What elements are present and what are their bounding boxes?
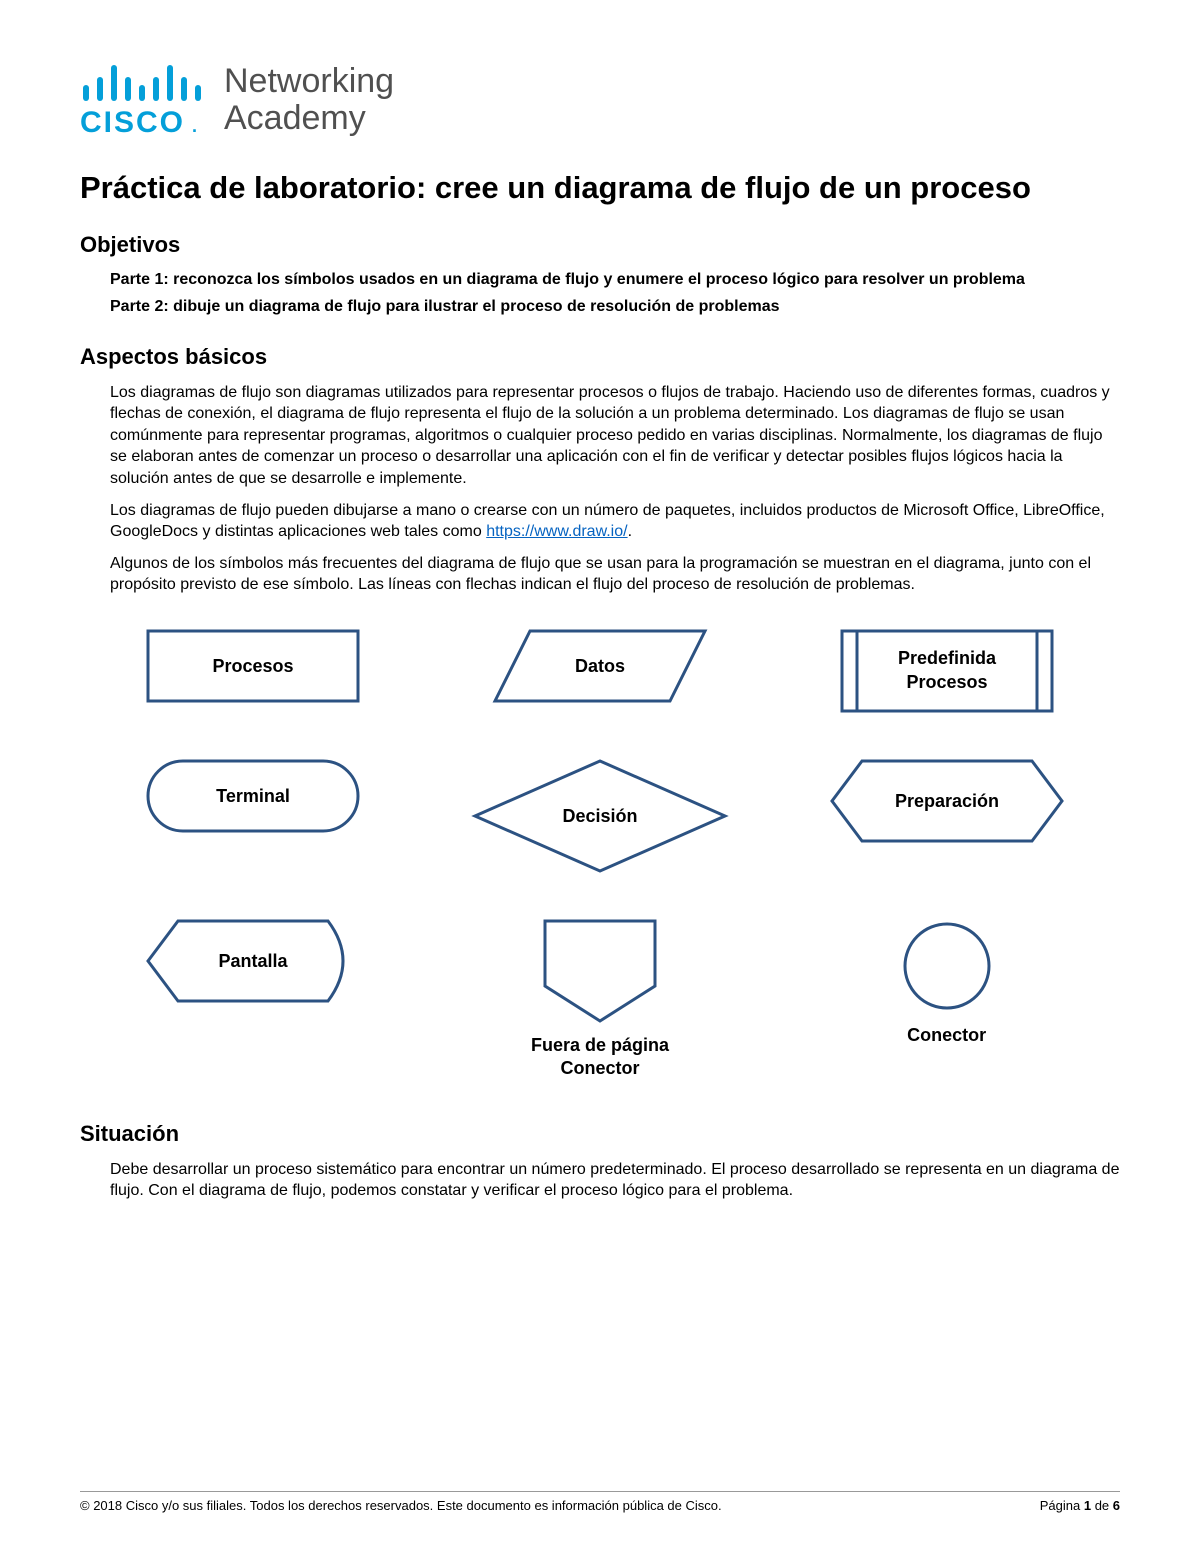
symbol-offpage-connector: Fuera de página Conector: [450, 916, 750, 1081]
symbol-process: Procesos: [103, 626, 403, 706]
svg-text:Procesos: Procesos: [213, 656, 294, 676]
symbol-data: Datos: [450, 626, 750, 706]
svg-text:Predefinida: Predefinida: [898, 648, 997, 668]
offpage-label: Fuera de página Conector: [531, 1034, 669, 1081]
svg-text:CISCO: CISCO: [80, 106, 185, 139]
symbol-terminal: Terminal: [103, 756, 403, 836]
objectives-part2: Parte 2: dibuje un diagrama de flujo par…: [110, 297, 1120, 318]
symbol-predefined-process: Predefinida Procesos: [797, 626, 1097, 716]
situation-heading: Situación: [80, 1121, 1120, 1147]
svg-text:Procesos: Procesos: [906, 672, 987, 692]
svg-text:Preparación: Preparación: [895, 791, 999, 811]
page-footer: © 2018 Cisco y/o sus filiales. Todos los…: [80, 1491, 1120, 1513]
cisco-logo-icon: CISCO .: [80, 60, 210, 140]
basics-para2: Los diagramas de flujo pueden dibujarse …: [110, 500, 1120, 543]
page: CISCO . Networking Academy Práctica de l…: [0, 0, 1200, 1553]
footer-page: Página 1 de 6: [1040, 1498, 1120, 1513]
svg-text:.: .: [192, 116, 197, 136]
svg-text:Terminal: Terminal: [216, 786, 290, 806]
svg-text:Datos: Datos: [575, 656, 625, 676]
situation-para: Debe desarrollar un proceso sistemático …: [110, 1159, 1120, 1202]
flowchart-symbols: Procesos Datos Predefinida Procesos: [80, 626, 1120, 1081]
connector-label: Conector: [907, 1024, 986, 1047]
objectives-part1: Parte 1: reconozca los símbolos usados e…: [110, 270, 1120, 291]
symbol-connector: Conector: [797, 916, 1097, 1047]
symbol-decision: Decisión: [450, 756, 750, 876]
symbol-display: Pantalla: [103, 916, 403, 1006]
basics-heading: Aspectos básicos: [80, 344, 1120, 370]
objectives-heading: Objetivos: [80, 232, 1120, 258]
basics-para3: Algunos de los símbolos más frecuentes d…: [110, 553, 1120, 596]
page-title: Práctica de laboratorio: cree un diagram…: [80, 170, 1120, 206]
svg-text:Decisión: Decisión: [562, 806, 637, 826]
brand-tagline: Networking Academy: [224, 63, 394, 138]
svg-text:Pantalla: Pantalla: [219, 951, 289, 971]
footer-copyright: © 2018 Cisco y/o sus filiales. Todos los…: [80, 1498, 722, 1513]
basics-para1: Los diagramas de flujo son diagramas uti…: [110, 382, 1120, 490]
brand-logo: CISCO . Networking Academy: [80, 60, 1120, 140]
symbol-preparation: Preparación: [797, 756, 1097, 846]
drawio-link[interactable]: https://www.draw.io/: [486, 523, 627, 540]
